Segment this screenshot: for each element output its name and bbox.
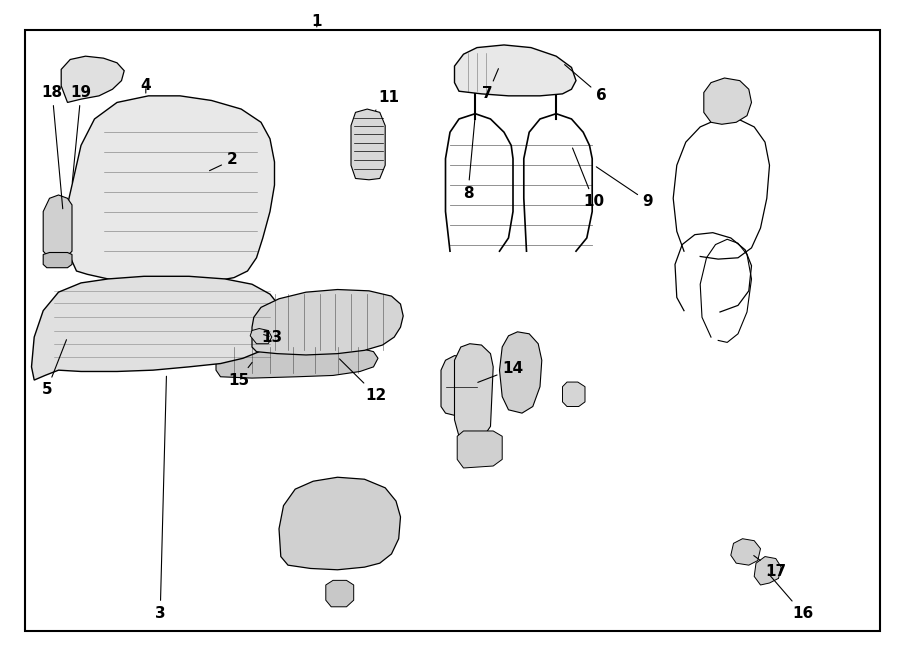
Text: 14: 14 bbox=[478, 362, 524, 382]
Text: 12: 12 bbox=[339, 359, 387, 403]
Polygon shape bbox=[250, 329, 272, 344]
Polygon shape bbox=[704, 78, 752, 124]
Polygon shape bbox=[457, 431, 502, 468]
Text: 2: 2 bbox=[210, 153, 238, 171]
Polygon shape bbox=[351, 109, 385, 180]
Polygon shape bbox=[500, 332, 542, 413]
Polygon shape bbox=[43, 253, 72, 268]
Polygon shape bbox=[731, 539, 760, 565]
Text: 5: 5 bbox=[41, 340, 67, 397]
Polygon shape bbox=[754, 557, 781, 585]
Polygon shape bbox=[43, 195, 72, 258]
Text: 6: 6 bbox=[564, 65, 607, 103]
Polygon shape bbox=[326, 580, 354, 607]
Polygon shape bbox=[32, 276, 284, 380]
Text: 9: 9 bbox=[597, 167, 653, 209]
Text: 11: 11 bbox=[375, 91, 400, 110]
Text: 10: 10 bbox=[572, 148, 605, 209]
Polygon shape bbox=[562, 382, 585, 407]
Text: 1: 1 bbox=[311, 14, 322, 28]
Text: 13: 13 bbox=[261, 330, 283, 344]
Polygon shape bbox=[216, 342, 378, 378]
Polygon shape bbox=[63, 96, 274, 283]
Polygon shape bbox=[454, 344, 493, 442]
Polygon shape bbox=[252, 290, 403, 355]
Polygon shape bbox=[454, 45, 576, 96]
Text: 16: 16 bbox=[769, 574, 814, 621]
Text: 8: 8 bbox=[463, 118, 475, 200]
Text: 4: 4 bbox=[140, 79, 151, 93]
Text: 15: 15 bbox=[228, 362, 252, 387]
Polygon shape bbox=[441, 356, 479, 416]
Text: 7: 7 bbox=[482, 69, 499, 101]
Text: 19: 19 bbox=[70, 85, 92, 182]
Polygon shape bbox=[61, 56, 124, 102]
Text: 17: 17 bbox=[753, 555, 787, 579]
Text: 18: 18 bbox=[41, 85, 63, 209]
Polygon shape bbox=[279, 477, 400, 570]
Text: 3: 3 bbox=[155, 376, 166, 621]
